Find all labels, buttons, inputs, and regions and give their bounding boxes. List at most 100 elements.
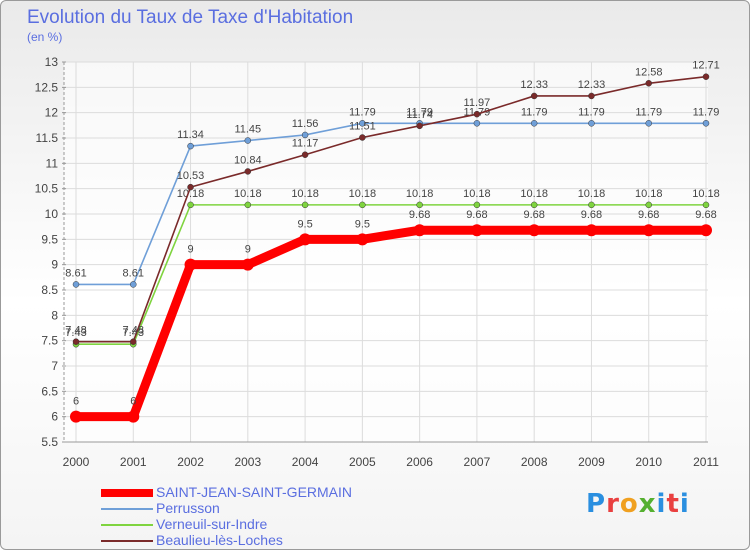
- data-label: 11.79: [521, 106, 548, 118]
- data-label: 9.68: [638, 209, 659, 221]
- logo-letter: r: [606, 489, 620, 519]
- y-tick-label: 13: [45, 55, 59, 69]
- data-label: 12.71: [692, 60, 720, 72]
- legend-swatch: [101, 540, 153, 542]
- data-point: [130, 281, 137, 288]
- legend-swatch: [101, 489, 153, 497]
- data-point: [244, 137, 252, 144]
- legend-label: Perrusson: [156, 500, 220, 516]
- data-point: [700, 224, 712, 237]
- data-point: [416, 201, 423, 209]
- proxiti-logo: Proxiti: [586, 489, 690, 519]
- logo-letter: P: [586, 489, 607, 519]
- data-label: 7.48: [123, 325, 144, 337]
- data-point: [359, 120, 366, 127]
- data-point: [187, 201, 194, 209]
- data-label: 7.43: [123, 327, 144, 339]
- x-tick-label: 2003: [234, 455, 261, 469]
- data-point: [530, 120, 538, 127]
- data-label: 11.45: [234, 124, 261, 136]
- data-point: [645, 201, 652, 209]
- data-point: [72, 281, 80, 288]
- data-point: [702, 120, 710, 127]
- data-label: 9.5: [297, 218, 312, 230]
- data-label: 10.18: [578, 188, 606, 200]
- series-line-0: [71, 225, 711, 422]
- data-label: 11.79: [635, 106, 662, 118]
- data-point: [187, 142, 194, 150]
- x-tick-label: 2005: [349, 455, 376, 469]
- data-label: 10.84: [234, 154, 262, 166]
- legend-label: SAINT-JEAN-SAINT-GERMAIN: [156, 484, 353, 500]
- data-label: 12.33: [520, 79, 548, 91]
- data-point: [301, 131, 309, 139]
- data-point: [416, 122, 423, 130]
- data-point: [413, 224, 426, 237]
- data-label: 9.68: [581, 209, 602, 221]
- data-point: [585, 224, 598, 237]
- data-point: [359, 201, 366, 209]
- data-label: 9.68: [409, 209, 430, 221]
- data-point: [470, 224, 483, 237]
- logo-letter: i: [656, 489, 667, 519]
- series-line-2: [75, 204, 707, 346]
- data-label: 11.51: [349, 120, 376, 132]
- data-point: [241, 258, 254, 271]
- data-point: [130, 338, 137, 345]
- y-tick-label: 6.5: [41, 384, 58, 398]
- y-tick-label: 9: [51, 258, 58, 272]
- x-tick-label: 2007: [464, 455, 491, 469]
- data-label: 12.58: [635, 66, 663, 78]
- y-tick-label: 8.5: [41, 283, 58, 297]
- data-point: [299, 233, 312, 246]
- data-label: 9.68: [466, 209, 487, 221]
- data-label: 11.17: [292, 138, 319, 150]
- data-label: 7.43: [65, 327, 86, 339]
- legend-label: Verneuil-sur-Indre: [156, 516, 268, 532]
- logo-letter: t: [666, 489, 680, 519]
- chart-title: Evolution du Taux de Taxe d'Habitation: [27, 7, 354, 28]
- data-point: [702, 201, 710, 209]
- data-point: [645, 80, 652, 87]
- data-point: [702, 73, 710, 80]
- x-tick-label: 2010: [635, 455, 662, 469]
- data-point: [530, 201, 538, 209]
- data-label: 8.61: [65, 267, 86, 279]
- data-label: 8.61: [123, 267, 144, 279]
- chart-subtitle: (en %): [27, 30, 63, 44]
- data-label: 10.18: [177, 188, 205, 200]
- data-label: 9.5: [355, 218, 370, 230]
- data-label: 11.79: [578, 106, 605, 118]
- x-tick-label: 2000: [63, 455, 90, 469]
- data-label: 7.48: [65, 325, 86, 337]
- data-label: 10.18: [463, 188, 491, 200]
- y-tick-label: 6: [51, 410, 58, 424]
- legend-swatch: [101, 508, 153, 510]
- data-label: 11.79: [693, 106, 720, 118]
- data-label: 11.97: [464, 97, 491, 109]
- data-label: 11.74: [406, 109, 433, 121]
- data-label: 6: [130, 396, 136, 408]
- legend-swatch: [101, 524, 153, 526]
- x-tick-label: 2004: [292, 455, 319, 469]
- data-label: 10.18: [520, 188, 548, 200]
- data-label: 9: [245, 244, 251, 256]
- data-label: 10.18: [692, 188, 720, 200]
- data-point: [72, 338, 80, 345]
- x-tick-label: 2006: [406, 455, 433, 469]
- x-tick-label: 2011: [693, 455, 719, 469]
- data-point: [473, 201, 481, 209]
- data-point: [473, 120, 481, 127]
- logo-letter: o: [619, 489, 639, 519]
- logo-letter: i: [679, 489, 690, 519]
- data-label: 9.68: [523, 209, 544, 221]
- y-tick-label: 9.5: [41, 232, 58, 246]
- data-point: [187, 183, 194, 191]
- series-line-1: [75, 122, 707, 286]
- data-label: 9: [187, 244, 193, 256]
- data-point: [301, 201, 309, 209]
- data-point: [473, 110, 481, 118]
- x-tick-label: 2001: [120, 455, 147, 469]
- data-label: 11.34: [177, 129, 204, 141]
